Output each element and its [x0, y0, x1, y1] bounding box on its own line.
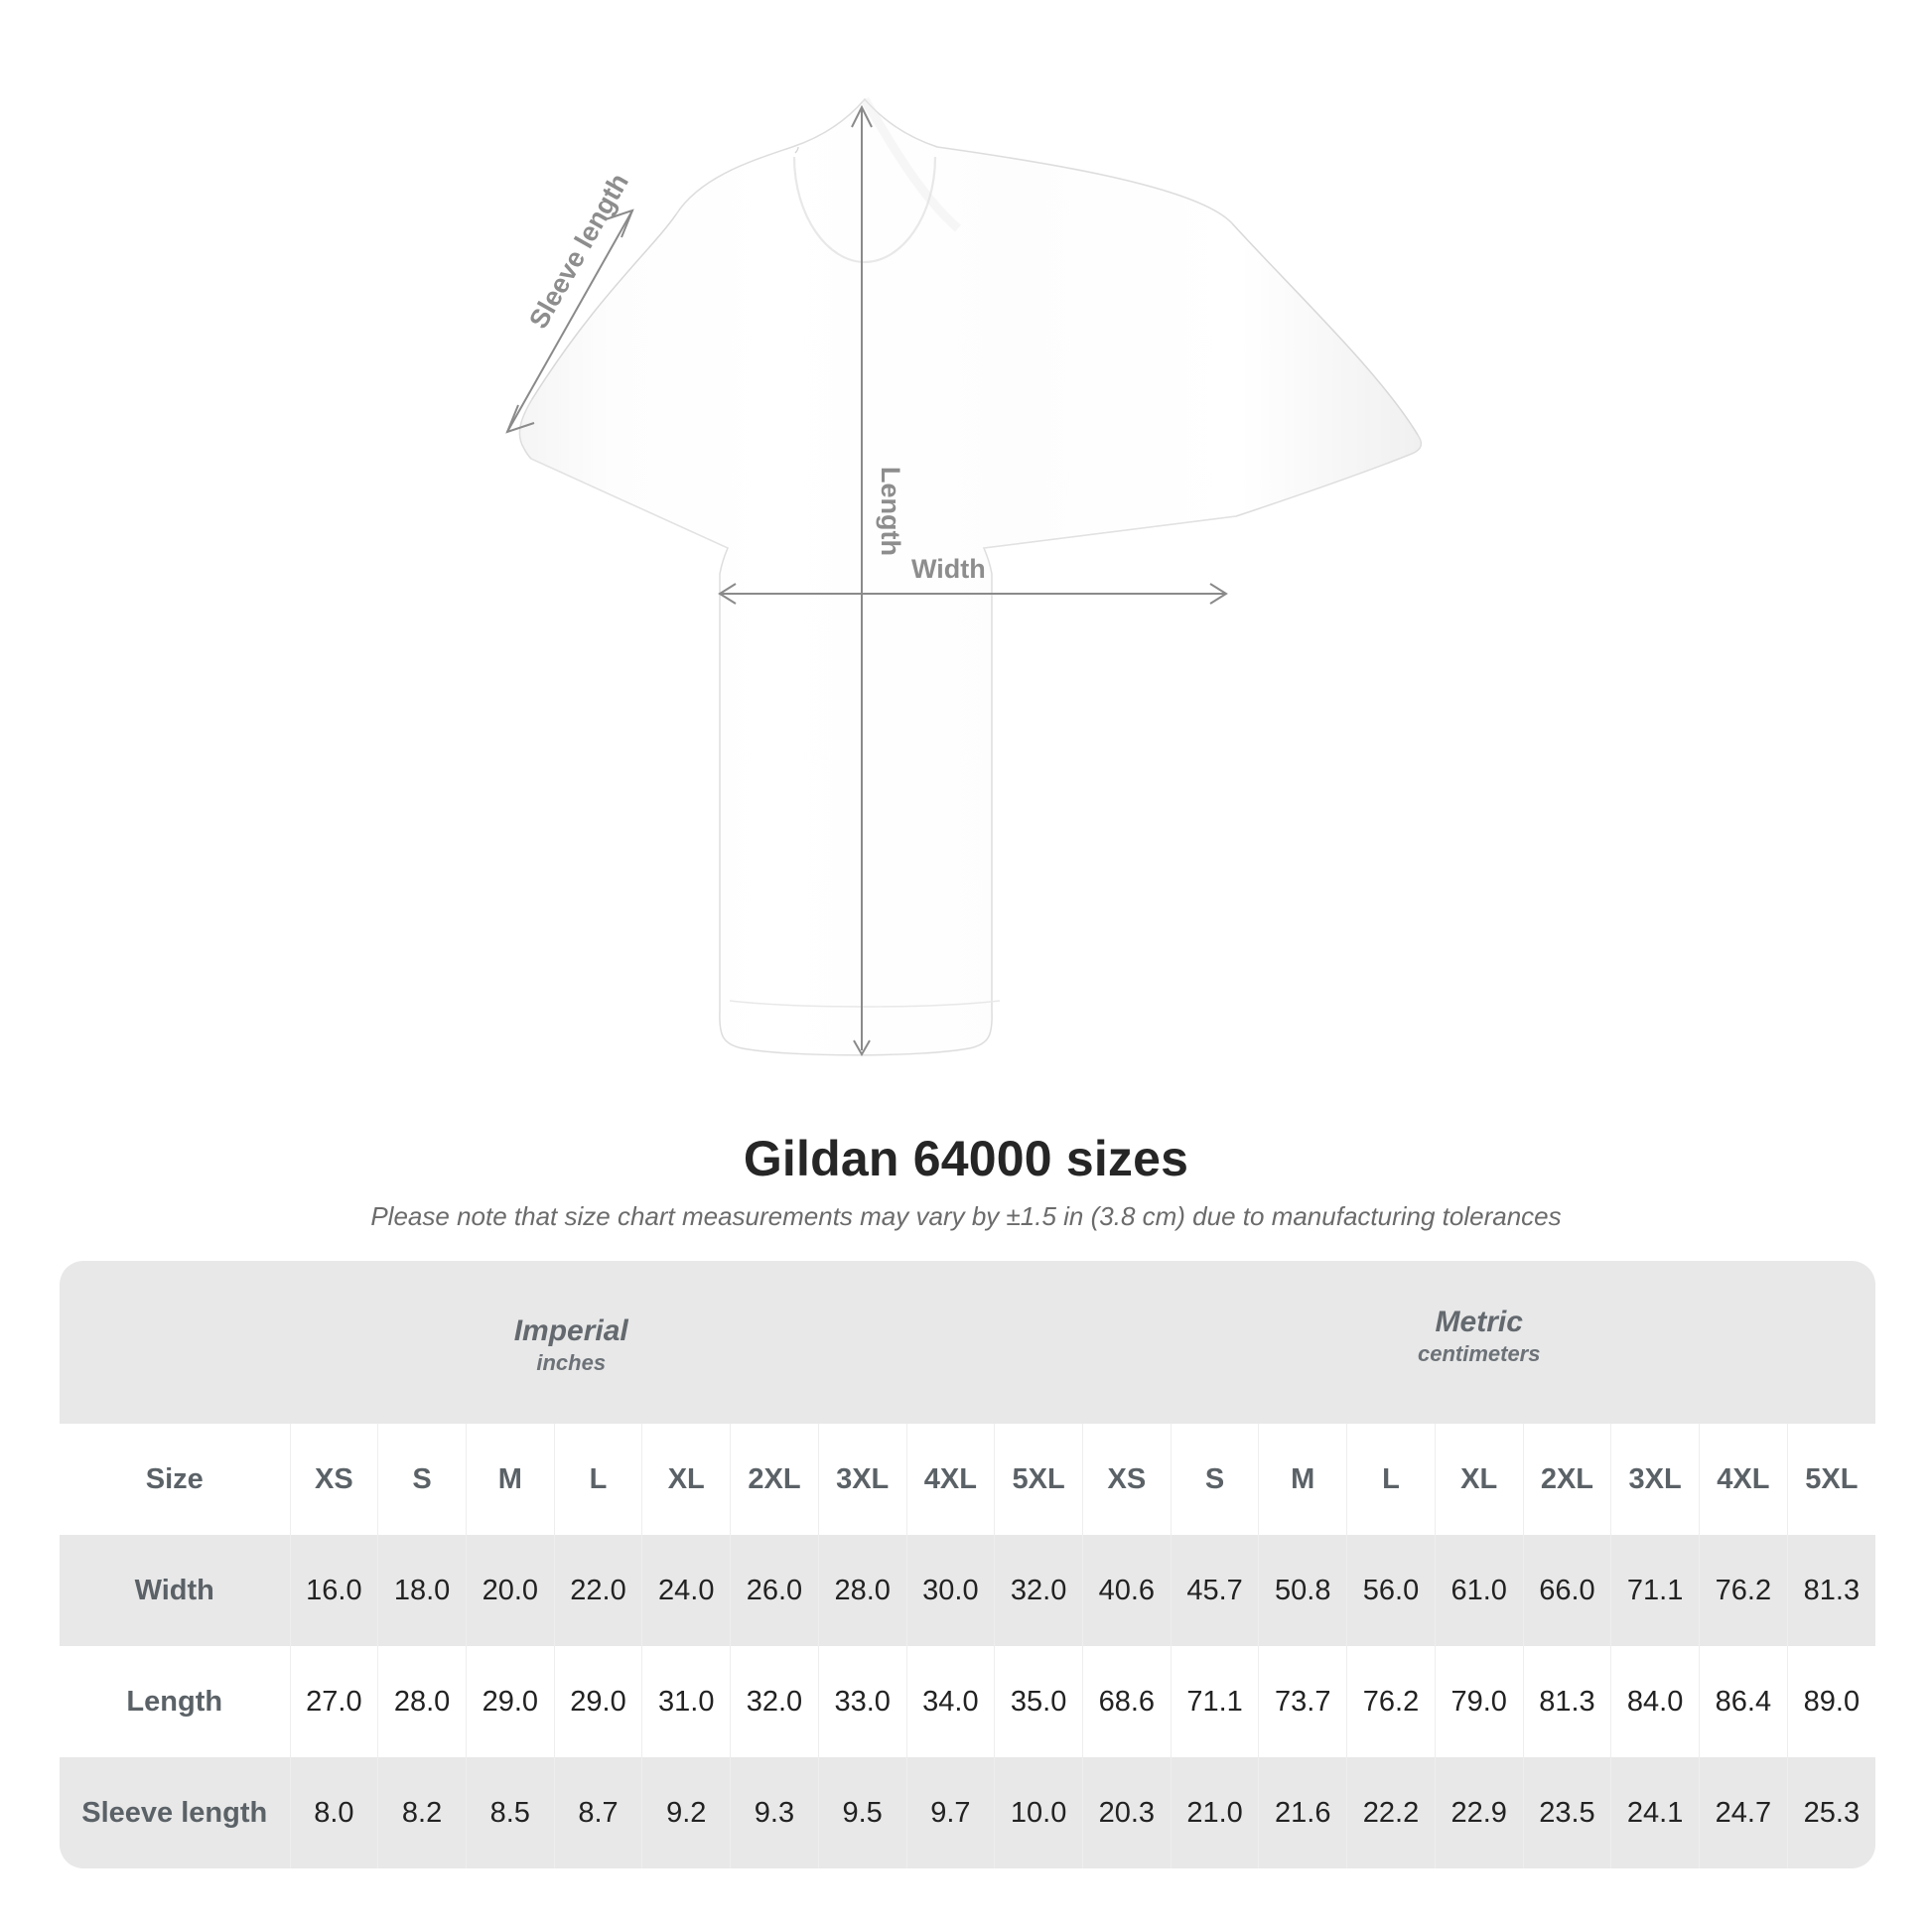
svg-text:Length: Length — [876, 467, 905, 556]
svg-text:Width: Width — [911, 554, 986, 584]
